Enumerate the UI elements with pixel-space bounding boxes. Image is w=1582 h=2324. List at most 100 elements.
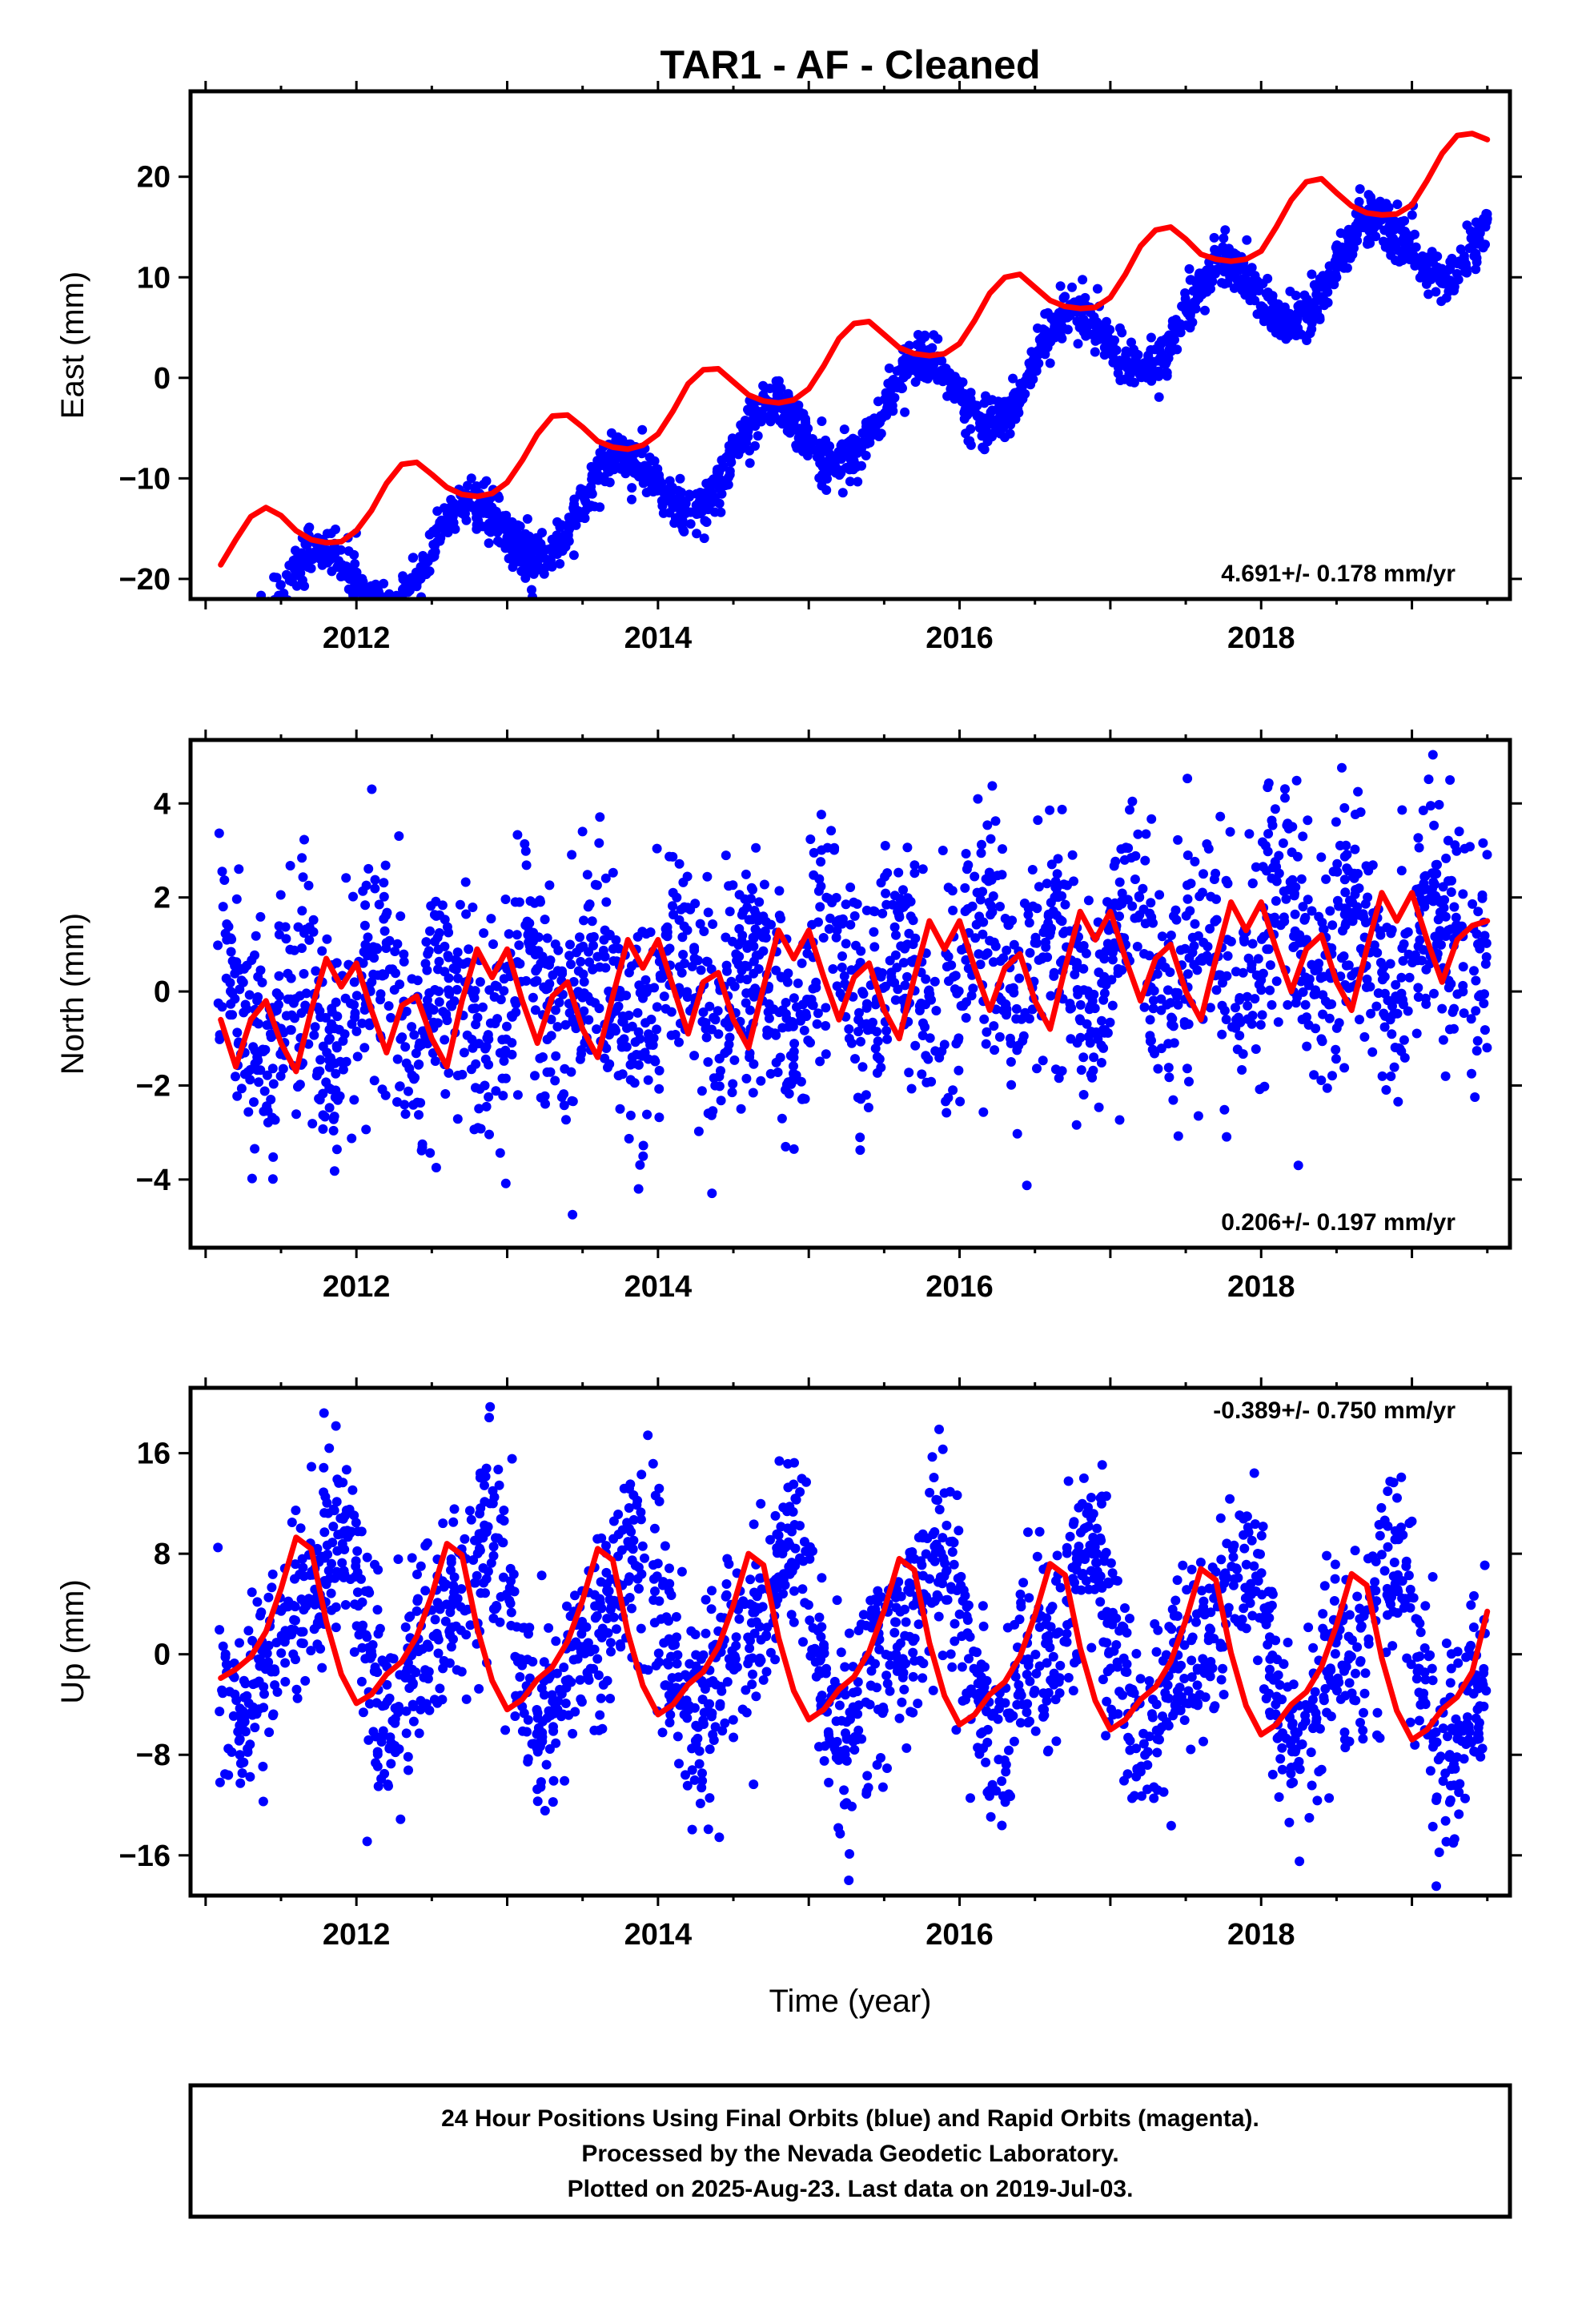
east-data-point: [1175, 319, 1186, 329]
east-data-point: [500, 543, 511, 553]
north-data-point: [1223, 951, 1233, 961]
up-data-point: [1344, 1678, 1355, 1688]
north-data-point: [1006, 1057, 1016, 1067]
north-data-point: [576, 956, 586, 967]
north-data-point: [307, 1119, 318, 1129]
east-data-point: [1307, 269, 1317, 279]
north-data-point: [608, 1023, 619, 1033]
east-data-point: [365, 601, 375, 611]
east-data-point: [344, 574, 355, 584]
east-data-point: [258, 617, 267, 626]
east-data-point: [620, 450, 630, 460]
east-data-point: [757, 412, 768, 422]
north-data-point: [500, 895, 511, 904]
north-data-point: [231, 894, 242, 904]
north-data-point: [745, 1005, 755, 1015]
north-data-point: [331, 1041, 342, 1051]
north-data-point: [630, 1037, 640, 1047]
east-data-point: [350, 559, 360, 569]
north-data-point: [1012, 1128, 1022, 1139]
north-data-point: [1391, 979, 1401, 990]
east-data-point: [1472, 253, 1482, 263]
north-data-point: [1175, 945, 1186, 955]
north-data-point: [1435, 897, 1445, 907]
east-data-point: [1256, 304, 1267, 313]
east-data-point: [381, 601, 391, 610]
north-data-point: [1238, 1049, 1248, 1059]
north-data-point: [1263, 782, 1273, 793]
north-data-point: [1268, 862, 1279, 873]
north-data-point: [1275, 920, 1286, 931]
east-data-point: [1392, 199, 1403, 210]
east-data-point: [649, 456, 660, 466]
east-data-point: [376, 601, 386, 610]
east-data-point: [873, 432, 884, 441]
figure-title: TAR1 - AF - Cleaned: [660, 42, 1040, 87]
north-data-point: [1046, 991, 1056, 1001]
up-data-point: [1092, 1523, 1102, 1534]
east-data-point: [745, 458, 755, 468]
north-data-point: [844, 1024, 854, 1034]
east-y-axis-label: East (mm): [55, 271, 90, 419]
north-data-point: [821, 1049, 831, 1059]
north-data-point: [407, 1022, 417, 1032]
east-data-point: [446, 495, 456, 505]
up-data-point: [1078, 1473, 1089, 1483]
east-data-point: [776, 383, 786, 393]
north-data-point: [452, 984, 462, 995]
north-data-point: [1025, 947, 1035, 958]
north-data-point: [274, 921, 284, 931]
north-data-point: [966, 991, 977, 1001]
north-data-point: [801, 1011, 812, 1021]
east-data-point: [275, 580, 286, 590]
north-data-point: [1209, 875, 1219, 884]
north-data-point: [592, 1024, 602, 1035]
east-data-point: [807, 434, 817, 444]
north-y-tick-label: 4: [154, 787, 171, 821]
east-data-point: [256, 590, 267, 599]
east-data-point: [1060, 292, 1070, 302]
north-data-point: [1205, 1003, 1215, 1013]
east-data-point: [1389, 224, 1399, 235]
north-data-point: [1440, 931, 1451, 941]
north-data-point: [1324, 1013, 1335, 1023]
north-data-point: [522, 916, 532, 927]
north-data-point: [546, 1015, 556, 1024]
east-data-point: [1271, 328, 1281, 338]
north-data-point: [1071, 1120, 1082, 1130]
north-data-point: [857, 1062, 868, 1072]
north-data-point: [1318, 1009, 1328, 1019]
north-data-point: [268, 1079, 279, 1089]
east-data-point: [692, 529, 702, 539]
east-data-point: [716, 464, 726, 473]
east-data-point: [379, 600, 388, 609]
up-data-point: [1256, 1530, 1267, 1541]
north-data-point: [1014, 1040, 1024, 1051]
east-data-point: [226, 637, 235, 647]
north-data-point: [1127, 796, 1138, 806]
east-data-point: [963, 436, 974, 446]
east-data-point: [258, 625, 267, 635]
north-data-point: [674, 915, 685, 925]
east-data-point: [221, 627, 231, 637]
east-data-point: [820, 463, 830, 473]
up-data-point: [1453, 1658, 1464, 1668]
east-data-point: [751, 417, 761, 428]
north-data-point: [1032, 903, 1042, 914]
east-data-point: [1423, 289, 1434, 300]
north-data-point: [431, 1163, 441, 1172]
north-data-point: [1300, 999, 1311, 1010]
north-data-point: [689, 1051, 700, 1061]
north-data-point: [716, 1096, 726, 1106]
north-data-point: [1387, 1029, 1397, 1039]
east-data-point: [377, 603, 387, 613]
north-data-point: [1331, 817, 1341, 827]
north-data-point: [474, 1039, 484, 1049]
north-data-point: [1311, 989, 1321, 999]
north-data-point: [1355, 807, 1366, 818]
north-data-point: [1182, 850, 1193, 860]
north-data-point: [774, 886, 785, 896]
up-data-point: [524, 1673, 535, 1683]
north-data-point: [1166, 931, 1176, 940]
east-data-point: [275, 606, 285, 616]
